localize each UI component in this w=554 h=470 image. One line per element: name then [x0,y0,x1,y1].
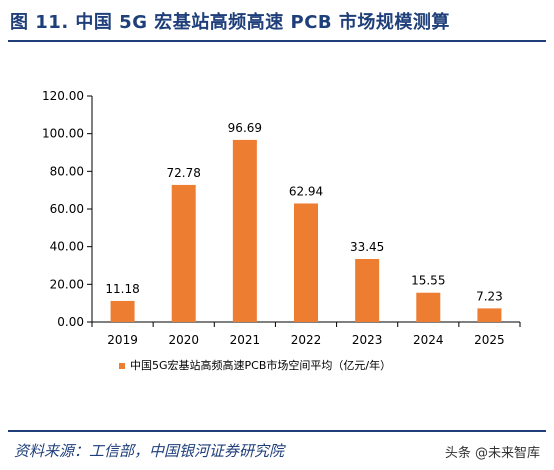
x-tick-label: 2022 [291,333,322,347]
x-tick-label: 2024 [413,333,444,347]
data-label: 62.94 [289,184,323,198]
data-label: 96.69 [228,121,262,135]
y-tick-label: 60.00 [50,202,84,216]
y-tick-label: 40.00 [50,240,84,254]
bar-chart: 0.00 20.00 40.00 60.00 80.00 100.00 120.00 201… [42,89,521,372]
data-label: 11.18 [105,282,139,296]
data-label: 7.23 [476,289,503,303]
watermark: 头条 @未来智库 [444,446,540,461]
y-tick-label: 100.00 [42,127,84,141]
y-tick-label: 120.00 [42,89,84,103]
bar [110,300,135,322]
bar [416,292,441,322]
x-tick-label: 2019 [107,333,138,347]
x-axis: 2019 2020 2021 2022 2023 2024 2025 [91,321,521,347]
title-rule [8,40,546,42]
x-tick-label: 2020 [168,333,199,347]
legend: 中国5G宏基站高频高速PCB市场空间平均（亿元/年） [119,358,391,372]
data-label: 15.55 [411,274,445,288]
legend-swatch [119,363,125,369]
bar [355,259,380,322]
bars [110,139,502,322]
data-label: 33.45 [350,240,384,254]
y-axis: 0.00 20.00 40.00 60.00 80.00 100.00 120.00 [42,89,93,329]
x-tick-label: 2023 [352,333,383,347]
bar [232,139,257,322]
y-tick-label: 20.00 [50,277,84,291]
source-note: 资料来源：工信部，中国银河证券研究院 [14,442,285,460]
legend-label: 中国5G宏基站高频高速PCB市场空间平均（亿元/年） [130,358,391,372]
y-tick-label: 0.00 [57,315,84,329]
bar [477,308,502,322]
source-rule [8,430,546,432]
bar [294,203,318,322]
data-labels: 11.18 72.78 96.69 62.94 33.45 15.55 7.23 [105,121,502,303]
y-tick-label: 80.00 [50,164,84,178]
x-tick-label: 2025 [474,333,505,347]
figure-title: 图 11. 中国 5G 宏基站高频高速 PCB 市场规模测算 [10,12,450,33]
x-tick-label: 2021 [230,333,261,347]
data-label: 72.78 [167,166,201,180]
bar [171,184,196,322]
